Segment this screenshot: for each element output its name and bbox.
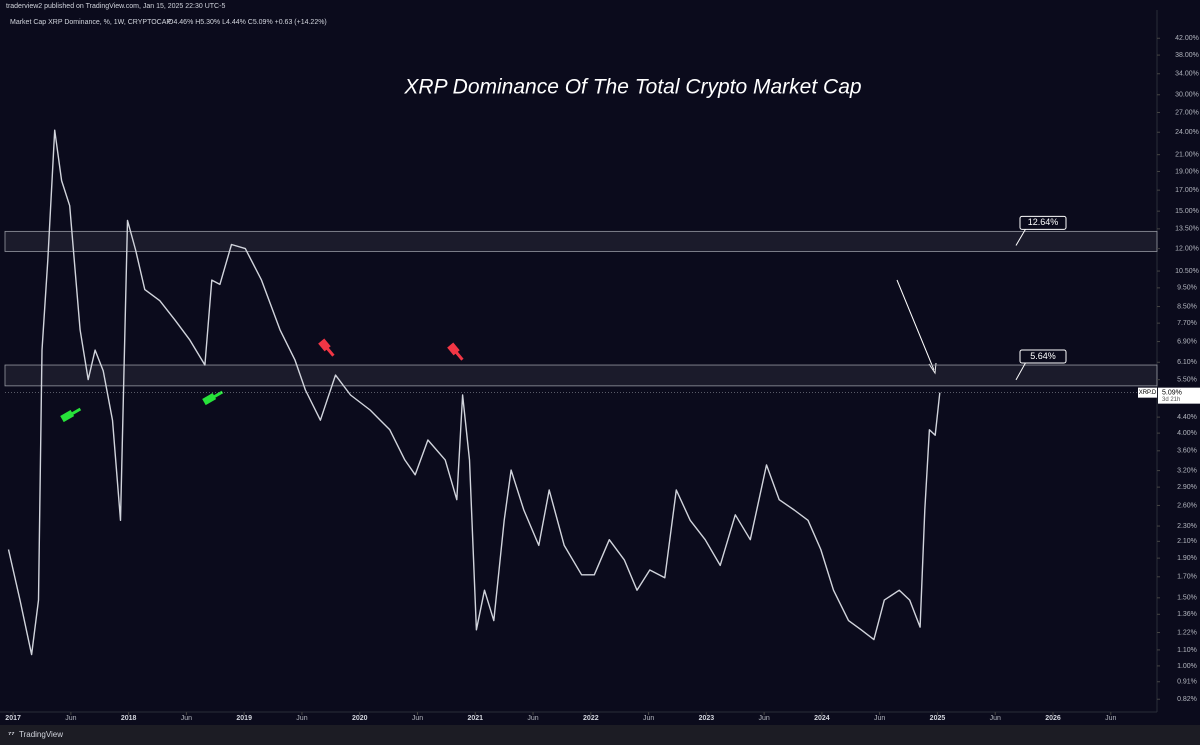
x-tick-label: Jun xyxy=(412,715,423,722)
y-tick-label: 13.50% xyxy=(1175,226,1199,233)
x-tick-label: 2018 xyxy=(121,715,137,722)
y-tick-label: 12.00% xyxy=(1175,245,1199,252)
x-tick-label: 2025 xyxy=(930,715,946,722)
x-tick-label: Jun xyxy=(65,715,76,722)
callout-pointer xyxy=(1015,361,1027,381)
y-tick-label: 1.00% xyxy=(1177,663,1197,670)
zone xyxy=(4,364,1158,387)
series-name: XRP.D xyxy=(1139,390,1157,396)
y-tick-label: 24.00% xyxy=(1175,129,1199,136)
y-tick-label: 2.30% xyxy=(1177,523,1197,530)
brand-text: TradingView xyxy=(19,730,63,739)
callout-box xyxy=(1019,215,1067,230)
y-tick-label: 9.50% xyxy=(1177,285,1197,292)
footer-bar xyxy=(0,725,1200,745)
chart-title: XRP Dominance Of The Total Crypto Market… xyxy=(403,76,861,99)
callout-pointer xyxy=(1015,228,1027,246)
zone xyxy=(4,230,1158,252)
y-tick-label: 8.50% xyxy=(1177,303,1197,310)
y-tick-label: 7.70% xyxy=(1177,320,1197,327)
y-tick-label: 30.00% xyxy=(1175,92,1199,99)
x-tick-label: 2022 xyxy=(583,715,599,722)
y-tick-label: 0.91% xyxy=(1177,679,1197,686)
zone-label: 12.64% xyxy=(1028,217,1059,227)
x-tick-label: Jun xyxy=(1105,715,1116,722)
brand-logo: ⁷⁷ xyxy=(8,730,15,739)
x-tick-label: 2017 xyxy=(5,715,21,722)
y-tick-label: 0.82% xyxy=(1177,696,1197,703)
x-tick-label: 2019 xyxy=(236,715,252,722)
annotation-arrow xyxy=(896,279,935,371)
hammer-green xyxy=(202,390,224,406)
brand: ⁷⁷ TradingView xyxy=(8,730,63,739)
y-tick-label: 38.00% xyxy=(1175,52,1199,59)
x-tick-label: Jun xyxy=(181,715,192,722)
x-tick-label: Jun xyxy=(527,715,538,722)
y-tick-label: 1.36% xyxy=(1177,611,1197,618)
x-tick-label: Jun xyxy=(758,715,769,722)
y-tick-label: 3.20% xyxy=(1177,467,1197,474)
countdown: 3d 21h xyxy=(1162,397,1180,403)
x-tick-label: Jun xyxy=(990,715,1001,722)
x-tick-label: Jun xyxy=(643,715,654,722)
publisher: traderview2 published on TradingView.com… xyxy=(6,3,225,10)
y-tick-label: 42.00% xyxy=(1175,35,1199,42)
price-label: 5.09% xyxy=(1162,389,1182,396)
legend-ohlc: O4.46% H5.30% L4.44% C5.09% +0.63 (+14.2… xyxy=(168,19,327,26)
y-tick-label: 21.00% xyxy=(1175,152,1199,159)
y-tick-label: 4.00% xyxy=(1177,430,1197,437)
x-tick-label: 2020 xyxy=(352,715,368,722)
y-tick-label: 6.10% xyxy=(1177,359,1197,366)
x-tick-label: Jun xyxy=(296,715,307,722)
arrow-head xyxy=(928,362,937,375)
y-tick-label: 1.10% xyxy=(1177,647,1197,654)
y-tick-label: 1.22% xyxy=(1177,629,1197,636)
x-tick-label: 2023 xyxy=(699,715,715,722)
price-label-box xyxy=(1158,387,1200,404)
hammer-green xyxy=(60,407,82,423)
y-tick-label: 3.60% xyxy=(1177,448,1197,455)
y-tick-label: 2.60% xyxy=(1177,502,1197,509)
x-tick-label: 2026 xyxy=(1045,715,1061,722)
y-tick-label: 2.90% xyxy=(1177,484,1197,491)
y-tick-label: 4.40% xyxy=(1177,414,1197,421)
y-tick-label: 2.10% xyxy=(1177,538,1197,545)
y-tick-label: 27.00% xyxy=(1175,109,1199,116)
zone-label: 5.64% xyxy=(1030,351,1056,361)
x-tick-label: 2021 xyxy=(467,715,483,722)
series-name-box xyxy=(1138,387,1157,398)
y-tick-label: 5.50% xyxy=(1177,376,1197,383)
hammer-red xyxy=(447,342,464,361)
y-tick-label: 15.00% xyxy=(1175,208,1199,215)
y-tick-label: 34.00% xyxy=(1175,71,1199,78)
y-tick-label: 6.90% xyxy=(1177,338,1197,345)
y-tick-label: 17.00% xyxy=(1175,187,1199,194)
x-tick-label: Jun xyxy=(874,715,885,722)
callout-box xyxy=(1019,349,1067,364)
legend-name: Market Cap XRP Dominance, %, 1W, CRYPTOC… xyxy=(10,19,171,26)
y-tick-label: 10.50% xyxy=(1175,268,1199,275)
x-tick-label: 2024 xyxy=(814,715,830,722)
y-tick-label: 1.90% xyxy=(1177,555,1197,562)
price-line xyxy=(7,129,941,656)
hammer-red xyxy=(318,338,335,357)
y-tick-label: 1.50% xyxy=(1177,595,1197,602)
y-tick-label: 1.70% xyxy=(1177,574,1197,581)
y-tick-label: 19.00% xyxy=(1175,168,1199,175)
